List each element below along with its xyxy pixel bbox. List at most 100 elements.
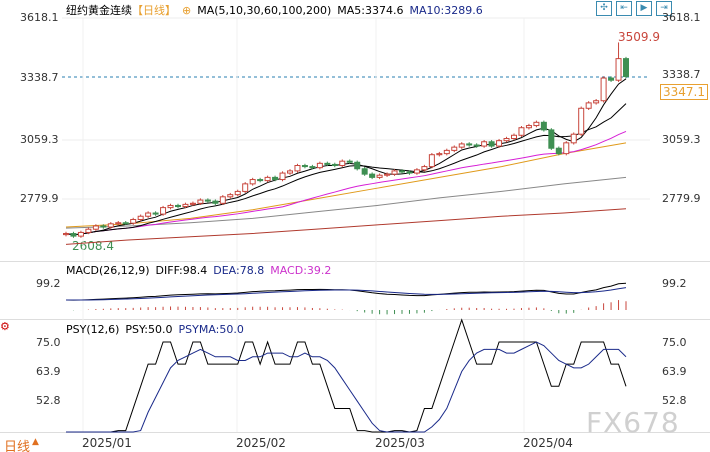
- date-tick: 2025/03: [375, 436, 425, 450]
- candle-body: [406, 171, 413, 174]
- macd-tick: 99.2: [36, 277, 61, 290]
- price-tick: 3618.1: [20, 11, 59, 24]
- price-tick: 2779.9: [662, 192, 701, 205]
- candle-body: [137, 215, 144, 220]
- ma30-line: [65, 130, 627, 236]
- panel-divider: [0, 432, 710, 433]
- candle-body: [503, 138, 510, 142]
- candle-body: [339, 160, 346, 167]
- candle-body: [212, 200, 219, 204]
- candle-body: [563, 142, 570, 155]
- candle-body: [309, 166, 316, 169]
- ma10-line: [65, 103, 627, 236]
- current-price-box: 3347.1: [660, 84, 708, 100]
- psy-legend: PSY(12,6) PSY:50.0 PSYMA:50.0: [66, 323, 244, 336]
- candle-body: [399, 170, 405, 173]
- candle-body: [443, 149, 450, 155]
- candle-body: [152, 212, 159, 215]
- candle-body: [227, 194, 234, 198]
- add-icon[interactable]: ⊕: [182, 3, 192, 17]
- chart-title: 纽约黄金连续: [66, 4, 132, 17]
- candle-body: [511, 134, 517, 140]
- candle-body: [451, 146, 458, 151]
- candle-body: [428, 154, 435, 168]
- watermark-logo: FX678: [586, 406, 680, 439]
- candle-body: [600, 77, 607, 102]
- price-tick: 3059.3: [20, 133, 59, 146]
- candle-body: [481, 141, 488, 147]
- candle-body: [294, 165, 301, 172]
- panel-divider: [0, 261, 710, 262]
- dea-line: [65, 287, 627, 301]
- chart-header: 纽约黄金连续 【日线】 ⊕ MA(5,10,30,60,100,200) MA5…: [66, 2, 483, 18]
- candle-body: [391, 170, 398, 175]
- candle-body: [249, 179, 256, 185]
- macd-value: MACD:39.2: [270, 264, 332, 277]
- candle-body: [77, 231, 84, 237]
- play-icon[interactable]: ▶: [636, 1, 652, 16]
- candle-body: [145, 212, 152, 217]
- candle-body: [324, 162, 331, 165]
- candle-body: [175, 204, 181, 208]
- candle-body: [466, 143, 473, 146]
- candle-body: [160, 207, 167, 215]
- candle-body: [384, 173, 391, 176]
- date-tick: 2025/04: [523, 436, 573, 450]
- candle-body: [301, 165, 308, 168]
- psy-value: PSY:50.0: [125, 323, 173, 336]
- candle-body: [578, 107, 585, 135]
- candle-body: [518, 127, 525, 136]
- jump-start-icon[interactable]: ⇤: [616, 1, 632, 16]
- candle-body: [70, 233, 77, 237]
- candle-body: [204, 199, 211, 202]
- candle-body: [608, 77, 615, 81]
- candle-body: [585, 102, 592, 109]
- candle-body: [488, 141, 495, 147]
- psy-tick: 75.0: [662, 336, 687, 349]
- candle-body: [257, 179, 264, 182]
- price-tick: 3618.1: [662, 11, 701, 24]
- candle-body: [272, 176, 279, 181]
- triangle-up-icon[interactable]: ▲: [32, 437, 39, 447]
- candle-body: [369, 173, 376, 178]
- macd-dea: DEA:78.8: [213, 264, 265, 277]
- ma5-line: [65, 78, 627, 236]
- candle-body: [107, 223, 114, 228]
- macd-legend: MACD(26,12,9) DIFF:98.4 DEA:78.8 MACD:39…: [66, 264, 331, 277]
- candle-body: [615, 58, 622, 81]
- candle-body: [496, 140, 503, 147]
- price-tick: 3059.3: [662, 133, 701, 146]
- candle-body: [525, 125, 532, 129]
- candle-body: [182, 203, 189, 208]
- jump-end-icon[interactable]: ⇥: [656, 1, 672, 16]
- candle-body: [264, 176, 271, 182]
- psy-tick: 63.9: [36, 365, 61, 378]
- candle-body: [413, 169, 420, 174]
- price-tick: 3338.7: [20, 71, 59, 84]
- ma-params[interactable]: MA(5,10,30,60,100,200): [197, 3, 332, 17]
- psy-tick: 52.8: [662, 394, 687, 407]
- date-tick: 2025/01: [82, 436, 132, 450]
- candle-body: [316, 162, 323, 169]
- candle-body: [555, 147, 562, 155]
- candle-body: [167, 204, 174, 209]
- period-label[interactable]: 【日线】: [132, 4, 176, 17]
- candle-body: [219, 196, 226, 204]
- candle-body: [122, 222, 129, 225]
- candle-body: [548, 129, 555, 149]
- candle-body: [623, 58, 629, 78]
- candle-body: [197, 199, 204, 204]
- period-button[interactable]: 日线: [4, 440, 31, 452]
- settings-icon[interactable]: ⚙: [0, 320, 10, 333]
- ma100-line: [65, 176, 627, 229]
- psy-title: PSY(12,6): [66, 323, 120, 336]
- crosshair-icon[interactable]: ✣: [596, 1, 612, 16]
- psy-tick: 63.9: [662, 365, 687, 378]
- candle-body: [361, 168, 368, 175]
- candle-body: [100, 225, 107, 228]
- psyma-value: PSYMA:50.0: [178, 323, 244, 336]
- candle-body: [376, 174, 383, 178]
- price-tick: 3338.7: [662, 68, 701, 81]
- macd-title: MACD(26,12,9): [66, 264, 150, 277]
